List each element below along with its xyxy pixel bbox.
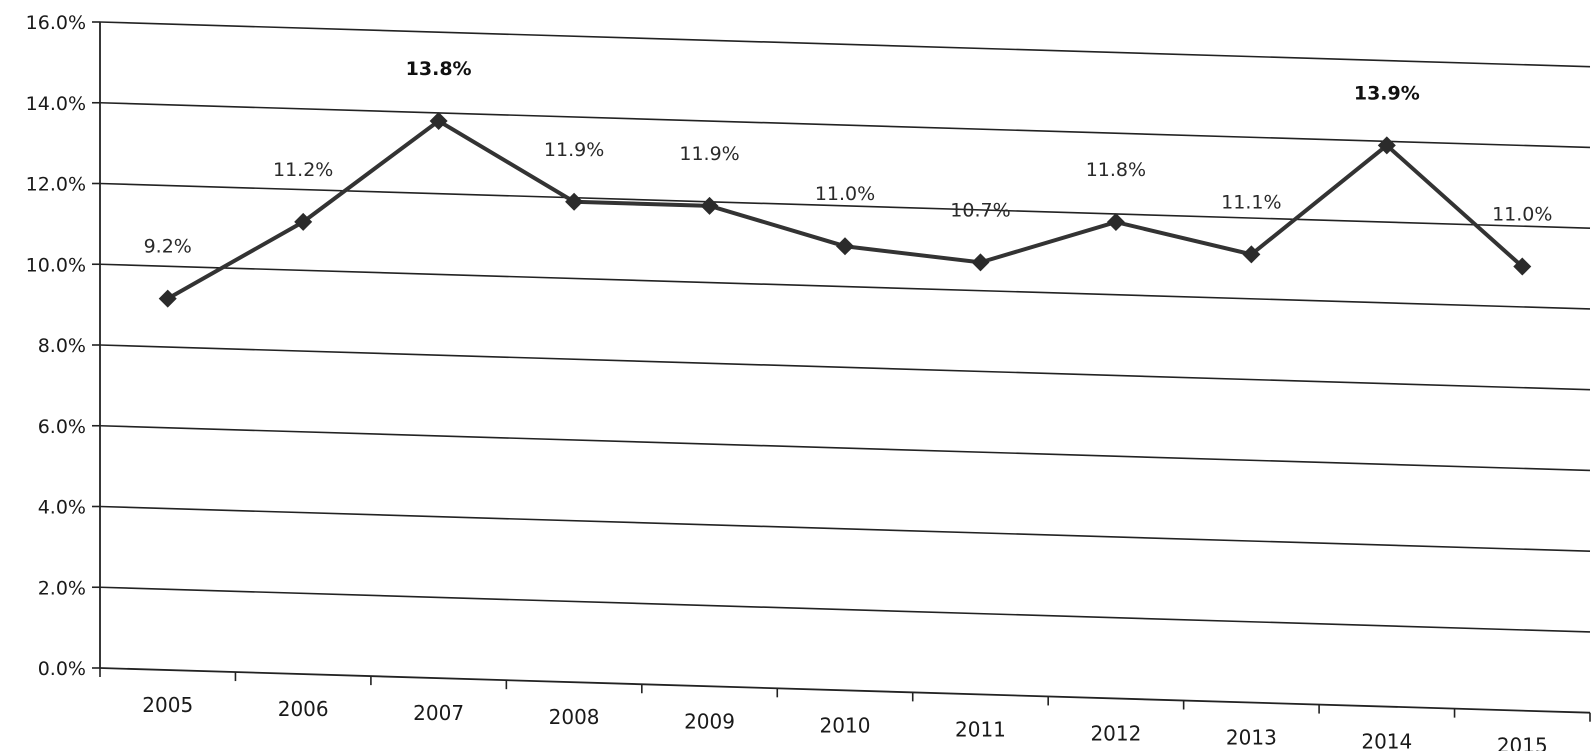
data-point [971,253,990,272]
x-tick-label: 2015 [1497,734,1548,751]
x-tick-label: 2008 [549,705,600,729]
y-tick-label: 6.0% [38,416,86,438]
x-tick-label: 2007 [413,701,464,725]
data-label: 11.9% [544,139,604,161]
series-group [158,111,1532,308]
gridline [99,263,1591,310]
y-tick-label: 4.0% [38,497,86,519]
data-label: 11.0% [815,183,875,205]
gridlines [99,21,1591,633]
data-point [294,212,313,231]
data-label: 11.0% [1492,204,1552,226]
gridline [99,182,1591,229]
x-tick-label: 2013 [1226,726,1277,750]
y-tick-label: 12.0% [26,174,86,196]
data-point [1106,213,1125,232]
x-tick-label: 2011 [955,717,1006,741]
data-label: 13.8% [406,58,472,80]
gridline [99,21,1591,68]
x-tick-label: 2014 [1361,730,1412,751]
y-axis-ticks: 0.0% 2.0% 4.0% 6.0% 8.0% 10.0% 12.0% 14.0% 16.0% [26,12,100,680]
data-point [836,237,854,256]
x-tick-label: 2012 [1090,721,1141,745]
gridline [99,101,1591,149]
x-axis-line [99,667,1591,714]
x-tick-label: 2006 [278,697,329,721]
x-axis-ticks: 2005 2006 2007 2008 2009 2010 2011 2012 2013 2014… [99,668,1591,751]
y-tick-label: 8.0% [38,335,86,357]
data-label: 13.9% [1354,82,1420,104]
y-tick-label: 2.0% [38,577,86,599]
data-point [1242,245,1261,264]
y-tick-label: 14.0% [26,93,86,115]
x-tick-label: 2005 [142,693,193,717]
data-point [700,196,719,215]
data-label: 11.2% [273,159,333,181]
x-tick-label: 2010 [820,713,871,737]
data-point [1377,136,1396,155]
gridline [99,344,1591,391]
data-point [158,289,177,308]
y-tick-label: 0.0% [38,658,86,680]
data-point [565,192,584,211]
data-labels: 9.2% 11.2% 13.8% 11.9% 11.9% 11.0% 10.7% 11.8% 1… [144,58,1553,258]
y-tick-label: 16.0% [26,12,86,34]
data-label: 11.1% [1221,191,1281,213]
data-point [429,111,448,130]
data-label: 11.8% [1086,159,1146,181]
x-tick-label: 2009 [684,709,735,733]
gridline [99,424,1591,472]
data-label: 9.2% [144,236,192,258]
data-label: 10.7% [950,199,1010,221]
y-tick-label: 10.0% [26,254,86,276]
data-label: 11.9% [679,143,739,165]
gridline [99,505,1591,552]
data-point [1513,257,1532,276]
gridline [99,586,1591,633]
